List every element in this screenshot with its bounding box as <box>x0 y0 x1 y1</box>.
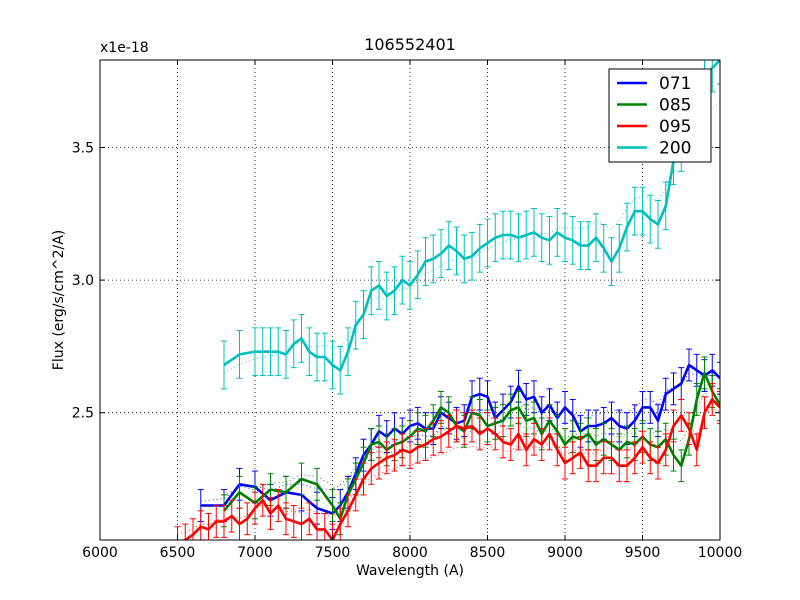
y-tick-label: 3.0 <box>72 273 94 289</box>
y-axis: 2.5 3.0 3.5 <box>72 141 720 422</box>
legend-item-200: 200 <box>617 139 691 159</box>
series-200-line <box>223 60 720 372</box>
x-tick-label: 9000 <box>547 545 583 561</box>
x-tick-label: 8500 <box>470 545 506 561</box>
series-200 <box>221 60 720 395</box>
x-axis: 6000 6500 7000 7500 8000 8500 9000 9500 10000 <box>82 60 742 561</box>
x-tick-label: 7500 <box>315 545 351 561</box>
x-tick-label: 9500 <box>625 545 661 561</box>
series-095 <box>174 383 720 540</box>
x-tick-label: 6000 <box>82 545 118 561</box>
legend-item-085: 085 <box>617 96 691 116</box>
y-axis-label: Flux (erg/s/cm^2/A) <box>51 230 67 370</box>
y-offset-label: x1e-18 <box>100 40 149 56</box>
x-axis-label: Wavelength (A) <box>356 563 464 579</box>
y-tick-label: 2.5 <box>72 406 94 422</box>
legend-label: 200 <box>659 139 691 159</box>
x-tick-label: 10000 <box>698 545 743 561</box>
legend-label: 071 <box>659 74 691 94</box>
series-085-trend <box>223 392 720 497</box>
series-085-line <box>223 371 720 521</box>
x-tick-label: 7000 <box>237 545 273 561</box>
series-095-line <box>181 398 720 540</box>
legend-label: 095 <box>659 117 691 137</box>
legend-item-095: 095 <box>617 117 691 137</box>
legend-label: 085 <box>659 96 691 116</box>
x-tick-label: 8000 <box>392 545 428 561</box>
legend-item-071: 071 <box>617 74 691 94</box>
series-layer <box>174 60 720 540</box>
x-tick-label: 6500 <box>160 545 196 561</box>
chart-title: 106552401 <box>364 35 456 54</box>
series-200-trend <box>223 102 720 374</box>
y-tick-label: 3.5 <box>72 141 94 157</box>
